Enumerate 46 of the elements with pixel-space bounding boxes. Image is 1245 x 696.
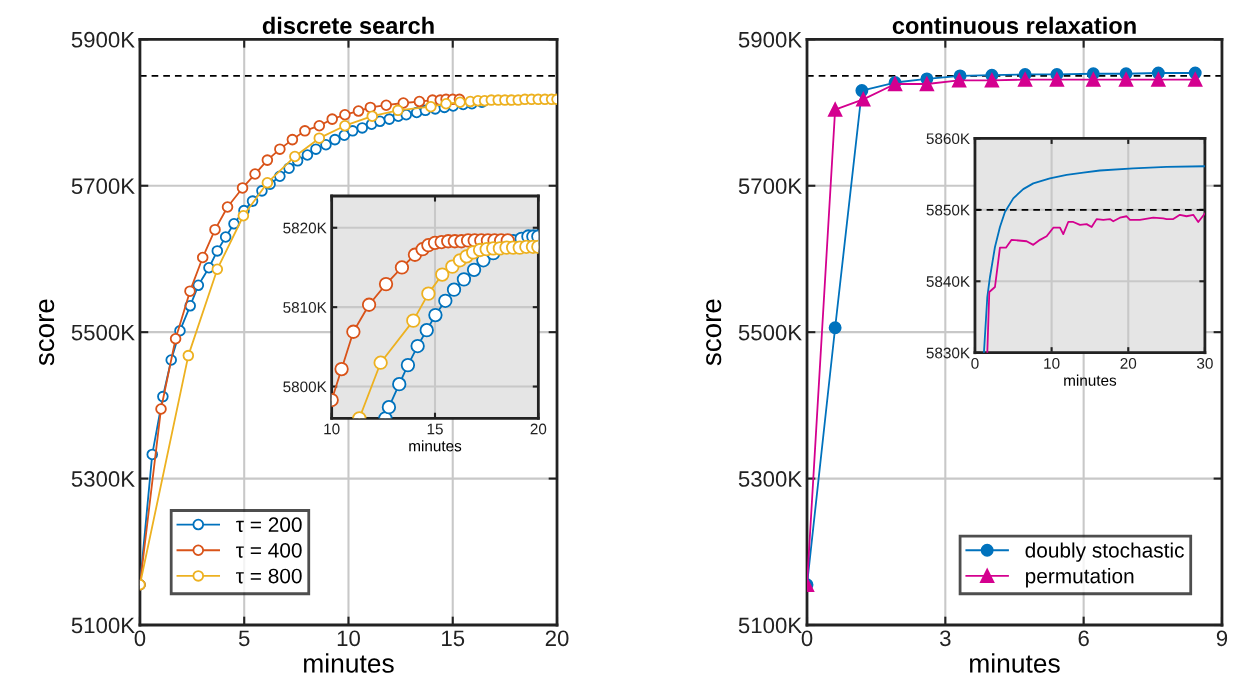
y-tick-label: 5840K: [926, 276, 970, 287]
y-tick-label: 5850K: [926, 204, 970, 216]
x-tick-label: 20: [545, 630, 569, 647]
legend-label: τ = 800: [236, 568, 302, 584]
y-tick-label: 5830K: [926, 347, 970, 359]
y-tick-label: 5820K: [283, 222, 327, 234]
x-tick-label: 20: [530, 423, 547, 435]
y-axis-title: score: [39, 299, 55, 366]
y-tick-label: 5100K: [738, 617, 802, 634]
x-axis-title: minutes: [970, 653, 1060, 673]
y-tick-label: 5300K: [738, 471, 802, 487]
x-tick-label: 0: [134, 630, 146, 647]
x-tick-label: 6: [1078, 630, 1089, 647]
legend-label: τ = 400: [236, 542, 302, 558]
x-tick-label: 10: [337, 630, 360, 647]
y-tick-label: 5700K: [71, 178, 135, 195]
chart-title: continuous relaxation: [892, 16, 1136, 34]
y-tick-label: 5500K: [738, 324, 802, 341]
x-tick-label: 3: [940, 630, 951, 647]
y-tick-label: 5810K: [283, 302, 327, 313]
x-axis-title: minutes: [409, 440, 462, 452]
y-tick-label: 5900K: [71, 31, 135, 48]
x-tick-label: 15: [442, 630, 465, 647]
x-tick-label: 10: [324, 423, 340, 435]
legend-label: doubly stochastic: [1025, 542, 1184, 562]
y-tick-label: 5900K: [738, 31, 802, 48]
y-tick-label: 5800K: [283, 381, 327, 393]
y-tick-label: 5860K: [926, 133, 970, 145]
x-axis-title: minutes: [304, 653, 394, 673]
x-tick-label: 15: [427, 423, 443, 435]
y-tick-label: 5100K: [71, 617, 135, 634]
legend-label: permutation: [1026, 568, 1134, 588]
x-tick-label: 0: [971, 358, 979, 369]
chart-title: discrete search: [262, 16, 434, 34]
x-tick-label: 9: [1216, 630, 1228, 647]
y-tick-label: 5500K: [71, 324, 135, 341]
y-tick-label: 5700K: [738, 178, 802, 195]
x-tick-label: 20: [1120, 358, 1137, 369]
x-tick-label: 0: [801, 630, 813, 647]
x-tick-label: 10: [1044, 358, 1060, 369]
x-tick-label: 5: [238, 630, 250, 647]
y-tick-label: 5300K: [71, 471, 135, 487]
y-axis-title: score: [706, 299, 722, 366]
x-tick-label: 30: [1197, 358, 1213, 369]
legend-label: τ = 200: [236, 517, 302, 533]
x-axis-title: minutes: [1064, 374, 1117, 386]
